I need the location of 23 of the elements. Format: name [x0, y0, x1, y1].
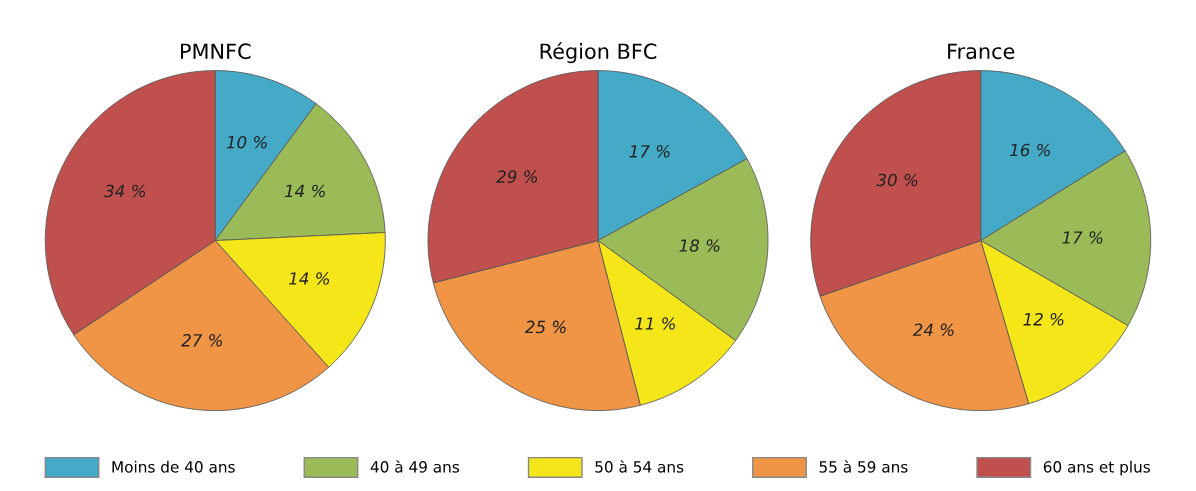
- data-label: 10 %: [226, 135, 267, 149]
- data-label: 30 %: [876, 173, 918, 187]
- legend-label: 55 à 59 ans: [819, 460, 908, 473]
- legend-label: Moins de 40 ans: [112, 460, 235, 473]
- legend-label: 40 à 49 ans: [370, 460, 460, 473]
- data-label: 27 %: [181, 334, 223, 347]
- chart-title: Région BFC: [540, 42, 657, 64]
- chart-title: PMNFC: [181, 43, 251, 60]
- data-label: 12 %: [1023, 313, 1064, 326]
- chart-title: France: [948, 43, 1015, 60]
- data-label: 17 %: [1062, 231, 1103, 244]
- data-label: 18 %: [679, 239, 720, 252]
- data-label: 29 %: [496, 170, 538, 183]
- data-label: 34 %: [104, 184, 146, 198]
- data-label: 11 %: [634, 317, 675, 330]
- data-label: 17 %: [629, 145, 670, 158]
- data-label: 24 %: [912, 323, 954, 337]
- legend-label: 50 à 54 ans: [595, 460, 684, 473]
- data-label: 16 %: [1009, 143, 1050, 157]
- data-label: 14 %: [289, 272, 330, 285]
- data-label: 25 %: [524, 320, 566, 334]
- legend-label: 60 ans et plus: [1043, 460, 1150, 476]
- data-label: 14 %: [284, 184, 325, 198]
